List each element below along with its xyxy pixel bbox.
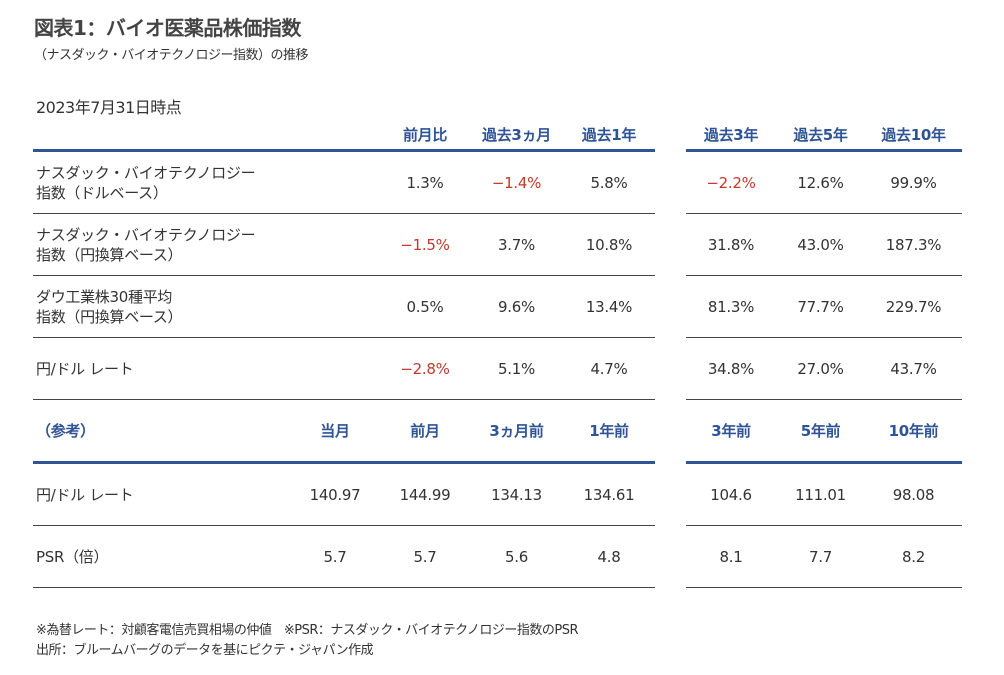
column-header: 3ヵ月前 [470, 399, 563, 464]
column-header: 3年前 [686, 399, 776, 464]
value-cell: 5.1% [470, 337, 563, 400]
column-header: （参考） [33, 399, 290, 464]
value-cell: 99.9% [865, 150, 962, 214]
value-cell: −2.8% [380, 337, 470, 400]
value-cell: 144.99 [380, 462, 470, 526]
value-cell: 1.3% [380, 150, 470, 214]
table-row: ナスダック・バイオテクノロジー 指数（ドルベース） 1.3% −1.4% 5.8% −2.… [33, 150, 962, 214]
value-cell: 0.5% [380, 275, 470, 338]
value-cell: 31.8% [686, 213, 776, 276]
value-cell: −1.5% [380, 213, 470, 276]
column-header: 過去10年 [865, 119, 962, 152]
value-cell: 187.3% [865, 213, 962, 276]
table-row: 円/ドル レート −2.8% 5.1% 4.7% 34.8% 27.0% 43.7% [33, 337, 962, 400]
value-cell: 5.7 [380, 525, 470, 588]
value-cell: 7.7 [776, 525, 865, 588]
table-row: 円/ドル レート 140.97 144.99 134.13 134.61 104.6 111… [33, 462, 962, 526]
value-cell [290, 213, 380, 276]
row-label: 円/ドル レート [33, 462, 290, 526]
column-header [33, 119, 290, 152]
value-cell [290, 275, 380, 338]
value-cell: 77.7% [776, 275, 865, 338]
column-gap [655, 526, 686, 588]
value-cell: 34.8% [686, 337, 776, 400]
value-cell: 111.01 [776, 462, 865, 526]
value-cell: 5.8% [563, 150, 655, 214]
value-cell: 4.7% [563, 337, 655, 400]
value-cell: 43.7% [865, 337, 962, 400]
column-header: 1年前 [563, 399, 655, 464]
value-cell: 134.61 [563, 462, 655, 526]
column-gap [655, 400, 686, 463]
column-gap [655, 119, 686, 151]
performance-table: 前月比 過去3ヵ月 過去1年 過去3年 過去5年 過去10年 ナスダック・バイオテクノロジー… [33, 119, 962, 588]
column-header [290, 119, 380, 152]
value-cell: 8.2 [865, 525, 962, 588]
value-cell: 10.8% [563, 213, 655, 276]
row-label: 円/ドル レート [33, 337, 290, 400]
value-cell: 4.8 [563, 525, 655, 588]
column-gap [655, 151, 686, 214]
value-cell: 8.1 [686, 525, 776, 588]
column-header: 過去5年 [776, 119, 865, 152]
row-label: ナスダック・バイオテクノロジー 指数（円換算ベース） [33, 213, 290, 276]
value-cell: 98.08 [865, 462, 962, 526]
value-cell: −1.4% [470, 150, 563, 214]
column-gap [655, 463, 686, 526]
value-cell: 3.7% [470, 213, 563, 276]
figure-subtitle: （ナスダック・バイオテクノロジー指数）の推移 [34, 48, 308, 63]
header-row: 前月比 過去3ヵ月 過去1年 過去3年 過去5年 過去10年 [33, 119, 962, 152]
value-cell: 27.0% [776, 337, 865, 400]
column-header: 過去3ヵ月 [470, 119, 563, 152]
row-label: ダウ工業株30種平均 指数（円換算ベース） [33, 275, 290, 338]
value-cell: 134.13 [470, 462, 563, 526]
value-cell: 229.7% [865, 275, 962, 338]
footnote-source: 出所：ブルームバーグのデータを基にピクテ・ジャパン作成 [36, 643, 374, 658]
value-cell: 81.3% [686, 275, 776, 338]
column-gap [655, 338, 686, 400]
row-label: PSR（倍） [33, 525, 290, 588]
row-label: ナスダック・バイオテクノロジー 指数（ドルベース） [33, 150, 290, 214]
column-header: 当月 [290, 399, 380, 464]
table-row: PSR（倍） 5.7 5.7 5.6 4.8 8.1 7.7 8.2 [33, 525, 962, 588]
figure-title: 図表1：バイオ医薬品株価指数 [34, 16, 301, 40]
footnotes: ※為替レート：対顧客電信売買相場の仲値 ※PSR：ナスダック・バイオテクノロジー… [36, 621, 579, 661]
table-row: ナスダック・バイオテクノロジー 指数（円換算ベース） −1.5% 3.7% 10.8% 3… [33, 213, 962, 276]
as-of-date: 2023年7月31日時点 [36, 98, 182, 117]
value-cell: 12.6% [776, 150, 865, 214]
column-header: 5年前 [776, 399, 865, 464]
value-cell: 43.0% [776, 213, 865, 276]
header-row: （参考） 当月 前月 3ヵ月前 1年前 3年前 5年前 10年前 [33, 399, 962, 464]
column-gap [655, 214, 686, 276]
footnote-line: ※為替レート：対顧客電信売買相場の仲値 ※PSR：ナスダック・バイオテクノロジー… [36, 623, 579, 638]
value-cell: −2.2% [686, 150, 776, 214]
column-gap [655, 276, 686, 338]
column-header: 10年前 [865, 399, 962, 464]
column-header: 前月比 [380, 119, 470, 152]
value-cell: 5.7 [290, 525, 380, 588]
column-header: 前月 [380, 399, 470, 464]
value-cell [290, 150, 380, 214]
value-cell: 140.97 [290, 462, 380, 526]
value-cell: 13.4% [563, 275, 655, 338]
column-header: 過去1年 [563, 119, 655, 152]
value-cell: 9.6% [470, 275, 563, 338]
column-header: 過去3年 [686, 119, 776, 152]
value-cell [290, 337, 380, 400]
value-cell: 104.6 [686, 462, 776, 526]
value-cell: 5.6 [470, 525, 563, 588]
table-row: ダウ工業株30種平均 指数（円換算ベース） 0.5% 9.6% 13.4% 81.3% 77… [33, 275, 962, 338]
